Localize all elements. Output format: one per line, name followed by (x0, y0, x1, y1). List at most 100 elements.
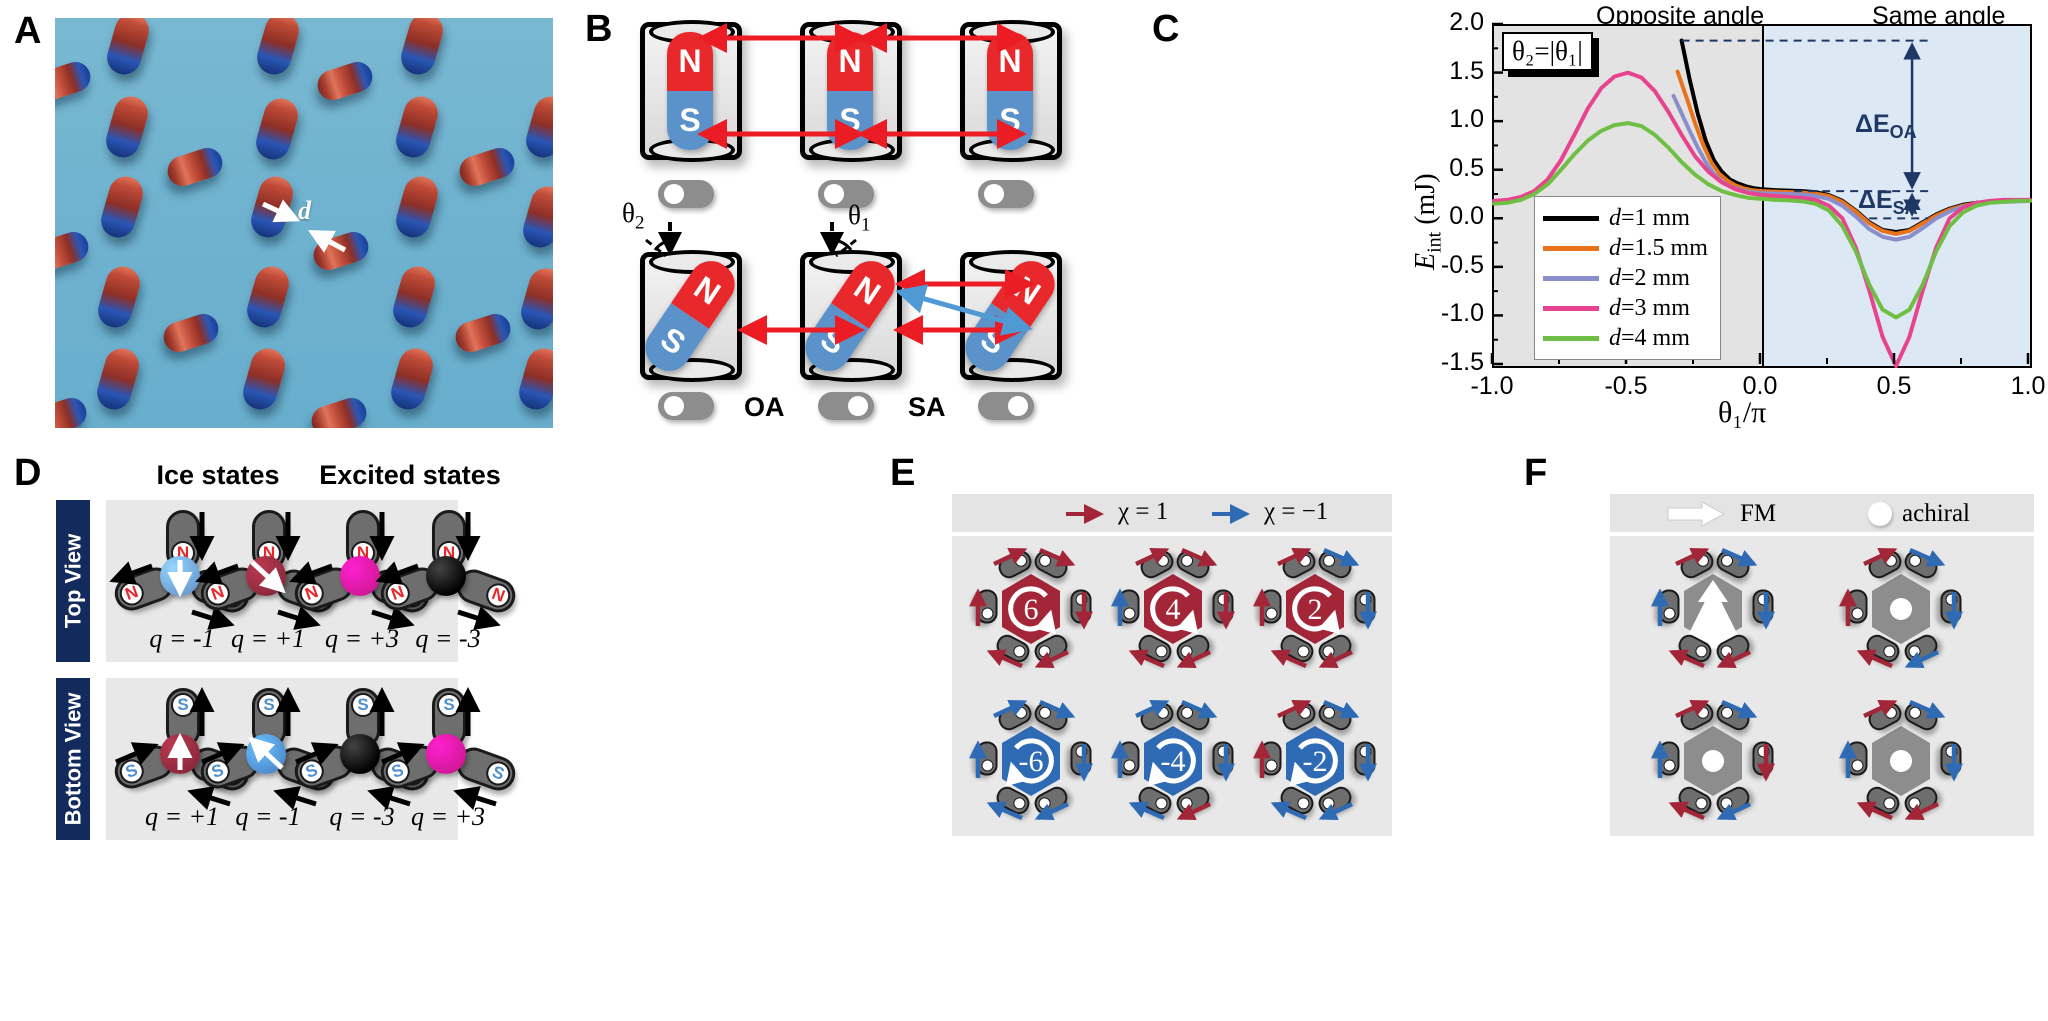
chirality-hexagon-cell (1650, 547, 1776, 674)
chirality-hexagon-cell: -4 (1110, 699, 1236, 826)
legend-row: d=1.5 mm (1543, 233, 1708, 263)
monopole-charge-marker (340, 556, 380, 596)
hexagon-graphic (1681, 574, 1745, 649)
interaction-arrows-bottom (645, 222, 1035, 345)
chirality-hexagon-cell: 2 (1252, 547, 1378, 674)
x-tick-label: -0.5 (1604, 372, 1648, 400)
chirality-toggle-top-1[interactable] (658, 180, 714, 208)
chart-series-d-3-mm (1492, 70, 2032, 368)
hexagon-graphic: 6 (1002, 574, 1060, 644)
panel-f-grid-box (1610, 536, 2034, 836)
monopole-charge-marker (426, 556, 466, 596)
chart-legend: d=1 mm d=1.5 mm d=2 mm d=3 mm d=4 mm (1534, 196, 1721, 360)
chart-curves (1492, 38, 2032, 368)
y-tick-label: 0.0 (1449, 202, 1484, 231)
spin-arrows (201, 687, 317, 810)
x-tick-label: 1.0 (2010, 372, 2046, 400)
chirality-hexagon-cell (1650, 699, 1776, 826)
delta-e-oa-label: ΔEOA (1855, 110, 1917, 142)
legend-color-swatch (1543, 275, 1599, 281)
panel-e-key-bar (952, 494, 1392, 532)
charge-label: q = -3 (415, 624, 481, 653)
hexagon-graphic: 4 (1144, 574, 1202, 644)
spin-arrows (1839, 699, 1963, 821)
charge-label: q = +3 (410, 802, 486, 831)
distance-label: d (298, 196, 311, 225)
theta1-label: θ1 (848, 200, 871, 236)
chirality-hexagon-cell (1838, 547, 1964, 674)
monopole-charge-marker (340, 734, 380, 774)
spin-arrows (289, 512, 415, 630)
chirality-toggle-bot-3[interactable] (978, 392, 1034, 420)
chart-y-axis-title: Eint (mJ) (1410, 173, 1446, 270)
x-tick-label: -1.0 (1470, 372, 1514, 400)
svg-text:4: 4 (1166, 593, 1181, 626)
chirality-hexagon-cell (1838, 699, 1964, 826)
key-label: χ = 1 (1118, 498, 1169, 525)
fm-arrow-icon (1667, 501, 1726, 527)
hexagon-graphic: -2 (1286, 726, 1344, 796)
spin-arrows (969, 699, 1093, 821)
legend-color-swatch (1543, 305, 1599, 311)
spin-arrows (115, 687, 231, 810)
spin-arrows (109, 512, 235, 630)
row-label-top-view: Top View (56, 500, 90, 662)
legend-label: d=2 mm (1609, 264, 1690, 291)
legend-label: d=4 mm (1609, 324, 1690, 351)
charge-label: q = +3 (324, 624, 400, 653)
panel-b-letter: B (585, 8, 613, 50)
row-label-bottom-view: Bottom View (56, 678, 90, 840)
charge-label: q = -3 (329, 802, 395, 831)
monopole-direction-arrow (250, 560, 286, 594)
chirality-hexagon-cell: 6 (968, 547, 1094, 674)
y-tick-label: -1.0 (1440, 299, 1484, 328)
chirality-toggle-top-2[interactable] (818, 180, 874, 208)
legend-color-swatch (1543, 215, 1599, 221)
legend-row: d=2 mm (1543, 263, 1708, 293)
monopole-direction-arrow (248, 736, 284, 770)
panel-d-letter: D (14, 452, 42, 494)
chirality-toggle-top-3[interactable] (978, 180, 1034, 208)
y-tick-label: -0.5 (1440, 250, 1484, 279)
svg-text:6: 6 (1024, 593, 1039, 626)
y-tick-label: 0.5 (1449, 153, 1484, 182)
panel-a-letter: A (14, 10, 42, 52)
chirality-hexagon-cell: -2 (1252, 699, 1378, 826)
group-header-ice-states: Ice states (156, 460, 280, 490)
hexagon-graphic: 2 (1286, 574, 1344, 644)
hexagon-graphic (1872, 574, 1930, 644)
panel-b: B N S N S N S (560, 0, 1140, 440)
group-header-excited-states: Excited states (319, 460, 501, 490)
oa-label: OA (744, 392, 785, 422)
hexagon-graphic (1872, 726, 1930, 796)
chirality-toggle-bot-1[interactable] (658, 392, 714, 420)
spin-arrows (375, 512, 501, 630)
key-label-achiral: achiral (1902, 500, 1971, 527)
y-tick-label: 1.5 (1449, 56, 1484, 85)
x-tick-label: 0.0 (1742, 372, 1778, 400)
y-tick-label: -1.5 (1440, 348, 1484, 376)
chirality-hexagon-cell: 4 (1110, 547, 1236, 674)
spin-arrows (1111, 547, 1235, 669)
spin-arrows (1111, 699, 1235, 821)
charge-label: q = -1 (235, 802, 301, 831)
chart-annotations (1681, 39, 1929, 220)
chirality-toggle-bot-2[interactable] (818, 392, 874, 420)
x-tick-label: 0.5 (1876, 372, 1912, 400)
interaction-arrows-top (697, 23, 1027, 149)
legend-row: d=4 mm (1543, 323, 1708, 353)
key-label: χ = −1 (1264, 498, 1329, 525)
key-arrow-icon (1212, 504, 1250, 524)
svg-text:-2: -2 (1303, 745, 1328, 778)
legend-color-swatch (1543, 245, 1599, 251)
spin-arrows (1651, 547, 1775, 669)
monopole-charge-marker (426, 734, 466, 774)
svg-text:-4: -4 (1161, 745, 1186, 778)
panel-a: A (0, 0, 560, 440)
